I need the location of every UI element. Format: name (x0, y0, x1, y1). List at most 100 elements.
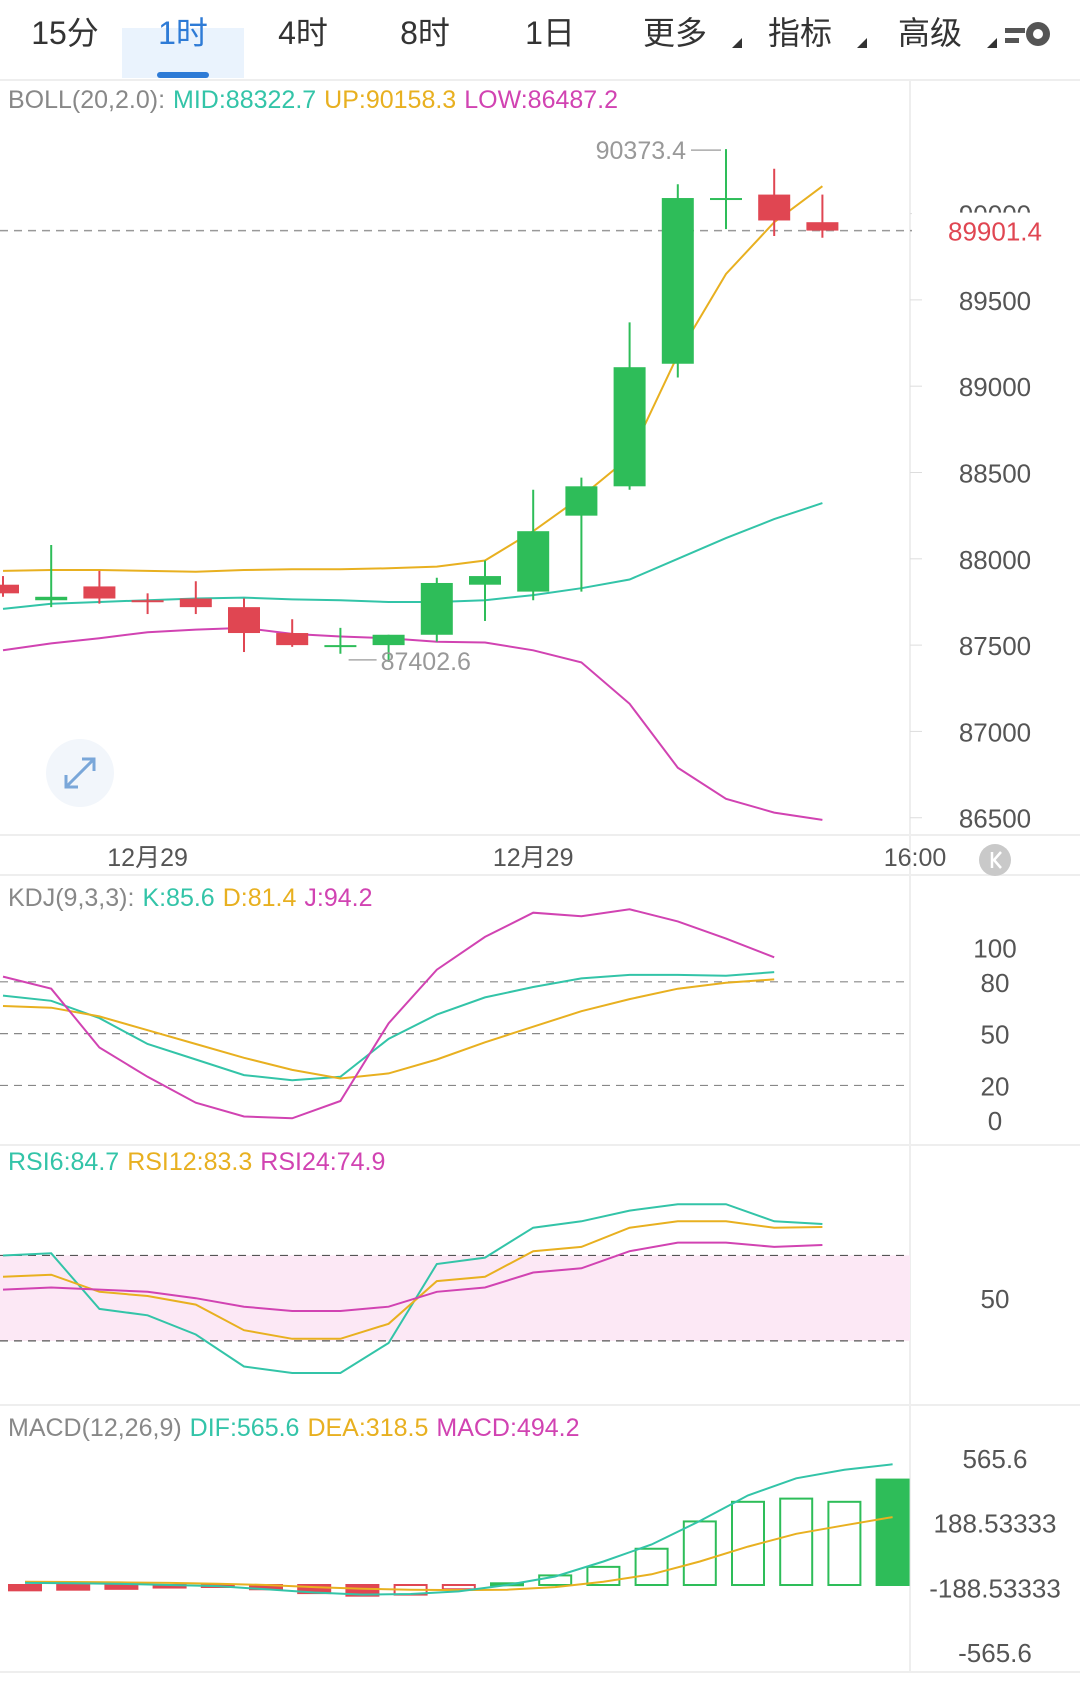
settings-icon[interactable] (1005, 22, 1050, 46)
candle-body (517, 531, 550, 592)
kdj-legend-name: KDJ(9,3,3): (8, 884, 134, 912)
tab-2[interactable]: 4时 (278, 15, 328, 51)
macd-y-tick-label: -565.6 (958, 1638, 1032, 1668)
macd-bar (634, 1547, 669, 1586)
boll-up-line (2, 185, 823, 573)
candle[interactable] (565, 477, 598, 592)
boll-legend-mid: MID:88322.7 (173, 86, 316, 114)
tab-0[interactable]: 15分 (31, 15, 99, 51)
macd-panel[interactable]: MACD(12,26,9) DIF:565.6 DEA:318.5 MACD:494.… (0, 1414, 1080, 1673)
rsi-legend-rsi6: RSI6:84.7 (8, 1148, 119, 1176)
tab-3[interactable]: 8时 (400, 15, 450, 51)
settings-icon-bar (1005, 28, 1025, 33)
candle-body (324, 645, 357, 648)
chevrons-left-icon (990, 851, 1002, 869)
candle[interactable] (420, 577, 453, 642)
scroll-latest-button[interactable] (979, 844, 1011, 876)
macd-bar (875, 1478, 910, 1586)
macd-y-tick-label: 565.6 (962, 1444, 1027, 1474)
y-tick-label: 89000 (959, 372, 1031, 402)
y-tick-label: 88500 (959, 459, 1031, 489)
tab-active-indicator (157, 72, 209, 78)
max-annotation: 90373.4 (596, 137, 686, 165)
y-tick-label: 87000 (959, 717, 1031, 747)
candle[interactable] (661, 184, 694, 378)
candle-body (35, 596, 68, 601)
tab-4[interactable]: 1日 (525, 15, 575, 51)
candle-body (758, 194, 791, 221)
boll-legend-low: LOW:86487.2 (464, 86, 618, 114)
macd-dif-line (24, 1463, 893, 1596)
tab-5[interactable]: 更多 (643, 15, 707, 51)
expand-chart-button[interactable] (46, 739, 114, 807)
boll-legend-up: UP:90158.3 (324, 86, 456, 114)
candle-body (469, 576, 501, 585)
macd-bar (104, 1584, 139, 1590)
candle[interactable] (131, 593, 164, 615)
candle[interactable] (372, 634, 405, 662)
kdj-legend-j: J:94.2 (304, 884, 372, 912)
last-price-label-bg (912, 212, 1080, 249)
y-tick-label: 86500 (959, 804, 1031, 834)
kdj-y-tick-label: 0 (988, 1106, 1002, 1136)
macd-bar (682, 1520, 717, 1586)
kdj-d-line (2, 978, 775, 1080)
candle-body (661, 198, 694, 364)
candle[interactable] (83, 570, 116, 604)
x-tick-label: 12月29 (107, 844, 188, 872)
tab-6[interactable]: 指标 (768, 15, 832, 51)
dropdown-caret-icon (987, 38, 997, 48)
macd-bar (827, 1500, 862, 1587)
x-tick-label: 12月29 (493, 844, 574, 872)
rsi-panel[interactable]: RSI6:84.7 RSI12:83.3 RSI24:74.9 50 (0, 1148, 1080, 1406)
candle-body (0, 584, 19, 594)
candle-body (131, 600, 164, 603)
candle[interactable] (35, 545, 68, 608)
kdj-panel[interactable]: KDJ(9,3,3): K:85.6 D:81.4 J:94.2 0 20 50 80 100 (0, 884, 1080, 1146)
x-tick-label: 16:00 (884, 844, 947, 872)
candle-body (806, 222, 839, 231)
candle-body (372, 634, 405, 646)
kdj-y-tick-label: 20 (981, 1071, 1010, 1101)
macd-y-tick-label: 188.53333 (934, 1509, 1057, 1539)
candle[interactable] (517, 489, 550, 601)
candlestick-panel[interactable]: BOLL(20,2.0): MID:88322.7 UP:90158.3 LOW:86… (0, 80, 1080, 1672)
rsi-y-tick-label: 50 (981, 1284, 1010, 1314)
macd-legend-macd: MACD:494.2 (436, 1414, 579, 1442)
tab-7[interactable]: 高级 (898, 15, 962, 51)
candle[interactable] (758, 168, 791, 237)
rsi-legend-rsi24: RSI24:74.9 (260, 1148, 385, 1176)
y-tick-label: 87500 (959, 631, 1031, 661)
macd-bar (731, 1500, 765, 1587)
candle[interactable] (613, 322, 646, 490)
rsi-legend: RSI6:84.7 RSI12:83.3 RSI24:74.9 (8, 1148, 385, 1176)
macd-bar (441, 1584, 476, 1591)
candle[interactable] (806, 194, 839, 238)
kdj-y-tick-label: 100 (973, 933, 1016, 963)
y-tick-label: 89500 (959, 286, 1031, 316)
candle-body (420, 582, 453, 635)
candle-body (710, 198, 742, 201)
candle[interactable] (710, 149, 742, 230)
kdj-k-line (2, 971, 775, 1082)
macd-bar (56, 1584, 91, 1591)
candle-body (83, 586, 116, 599)
tab-1[interactable]: 1时 (158, 15, 208, 51)
kdj-y-tick-label: 80 (981, 968, 1010, 998)
boll-legend-name: BOLL(20,2.0): (8, 86, 165, 114)
timeframe-tabs[interactable]: 15分 1时 4时 8时 1日 更多 指标 高级 (0, 0, 1080, 81)
candle[interactable] (324, 627, 357, 654)
candle[interactable] (276, 619, 309, 647)
tab-active-bg (122, 28, 244, 78)
candle[interactable] (469, 560, 501, 621)
candle[interactable] (0, 576, 19, 597)
candle[interactable] (228, 598, 260, 653)
expand-icon (64, 757, 96, 789)
macd-legend-name: MACD(12,26,9) (8, 1414, 182, 1442)
macd-y-tick-label: -188.53333 (929, 1573, 1061, 1603)
kdj-legend-d: D:81.4 (223, 884, 297, 912)
kdj-legend-k: K:85.6 (142, 884, 214, 912)
candle[interactable] (179, 581, 212, 615)
